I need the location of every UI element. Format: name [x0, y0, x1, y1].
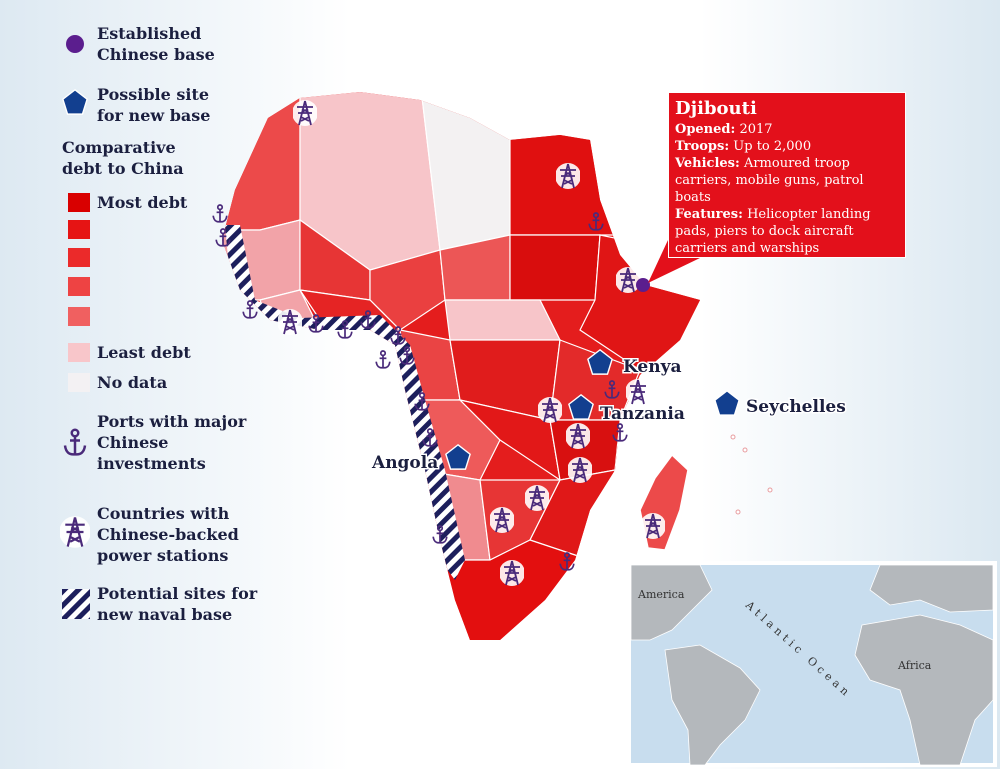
power-icon [616, 266, 640, 294]
power-icon [566, 422, 590, 450]
legend-least: Least debt [97, 343, 191, 362]
legend-site: Possible site for new base [97, 85, 211, 125]
power-icon [556, 162, 580, 190]
inset-label: America [637, 588, 685, 601]
power-icon [568, 456, 592, 484]
islands [730, 434, 773, 515]
power-icon [293, 99, 317, 127]
base-icon [66, 35, 84, 53]
legend-nodata: No data [97, 373, 168, 392]
power-icon [60, 515, 90, 549]
power-icon [641, 512, 665, 540]
inset-label: Africa [897, 659, 932, 672]
inset-map: America Atlantic Ocean Africa [627, 561, 997, 767]
power-icon [490, 506, 514, 534]
callout-row: Vehicles: Armoured troop carriers, mobil… [675, 155, 899, 206]
row-label: Troops: [675, 139, 730, 154]
row-text: Helicopter landing pads, piers to dock a… [675, 207, 871, 256]
power-icon [500, 559, 524, 587]
row-text: 2017 [739, 122, 773, 137]
map-label: Tanzania [600, 404, 685, 424]
legend-base: Established Chinese base [97, 24, 215, 64]
map-label: Angola [371, 453, 438, 473]
callout-row: Opened: 2017 [675, 121, 899, 138]
row-text: Armoured troop carriers, mobile guns, pa… [675, 156, 864, 205]
legend-naval: Potential sites for new naval base [97, 584, 258, 624]
power-icon [278, 308, 302, 336]
power-icon [525, 484, 549, 512]
row-label: Vehicles: [675, 156, 740, 171]
map-label: Kenya [623, 357, 681, 377]
map-label: Seychelles [746, 397, 846, 417]
callout-title: Djibouti [675, 98, 757, 119]
port-icon [63, 428, 87, 456]
site-icon [62, 89, 88, 115]
legend-ports: Ports with major Chinese investments [97, 412, 247, 473]
djibouti-callout: Djibouti Opened: 2017 Troops: Up to 2,00… [668, 92, 906, 258]
row-text: Up to 2,000 [733, 139, 812, 154]
legend-most: Most debt [97, 193, 188, 212]
naval-icon [62, 589, 90, 619]
callout-row: Troops: Up to 2,000 [675, 138, 899, 155]
debt-swatches [68, 193, 90, 392]
legend-power: Countries with Chinese-backed power stat… [97, 504, 239, 565]
djibouti-base [636, 278, 650, 292]
port-icon [375, 350, 391, 369]
callout-row: Features: Helicopter landing pads, piers… [675, 206, 899, 257]
legend-debt-title: Comparative debt to China [62, 138, 184, 178]
power-icon [538, 396, 562, 424]
port-icon [212, 204, 228, 223]
site-seychelles [714, 390, 740, 416]
row-label: Opened: [675, 122, 736, 137]
power-icon [626, 378, 650, 406]
row-label: Features: [675, 207, 743, 222]
